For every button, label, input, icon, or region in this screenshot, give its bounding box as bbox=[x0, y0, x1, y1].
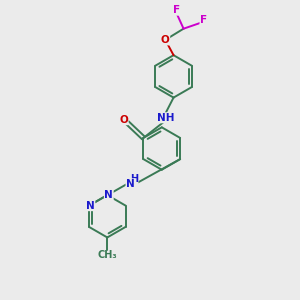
Text: O: O bbox=[161, 35, 170, 45]
Text: N: N bbox=[86, 201, 95, 211]
Text: N: N bbox=[104, 190, 113, 200]
Text: F: F bbox=[200, 15, 207, 26]
Text: NH: NH bbox=[158, 113, 175, 123]
Text: H: H bbox=[130, 174, 138, 184]
Text: N: N bbox=[126, 179, 135, 189]
Text: CH₃: CH₃ bbox=[98, 250, 117, 260]
Text: O: O bbox=[119, 115, 128, 125]
Text: F: F bbox=[172, 5, 180, 15]
